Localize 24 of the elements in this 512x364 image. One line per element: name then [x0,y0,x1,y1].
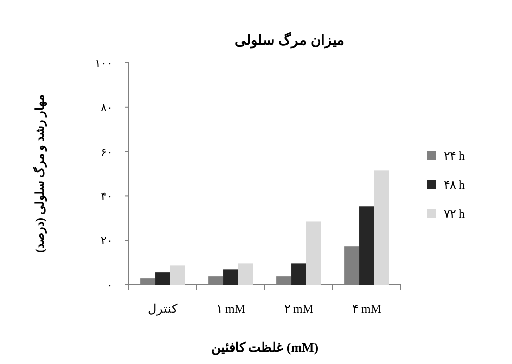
y-tick-label: ۴۰ [101,191,113,204]
x-tick-label: ۴ mM [352,302,382,316]
y-axis-title: مهار رشد و مرگ سلولی (درصد) [32,95,48,253]
y-tick-label: ۰ [107,280,113,292]
legend-label: ۴۸ h [444,178,465,192]
bar [156,272,170,285]
bar [170,266,186,285]
x-tick-label: ۱ mM [216,302,246,316]
y-tick-label: ۱۰۰ [95,58,113,70]
bar [224,270,238,285]
x-axis-title: غلظت کافئین (mM) [211,340,319,356]
legend-label: ۲۴ h [444,149,465,163]
bar [306,222,322,285]
x-tick-label: ۲ mM [284,302,314,316]
x-tick-label: کنترل [148,302,178,316]
bar [374,170,390,285]
y-tick-label: ۶۰ [101,146,113,159]
legend-label: ۷۲ h [444,207,465,221]
chart-title: میزان مرگ سلولی [235,32,345,49]
bar [360,206,374,285]
y-tick-label: ۲۰ [101,236,113,248]
bar [238,264,254,285]
bar [292,264,306,285]
y-tick-label: ۸۰ [101,102,113,114]
